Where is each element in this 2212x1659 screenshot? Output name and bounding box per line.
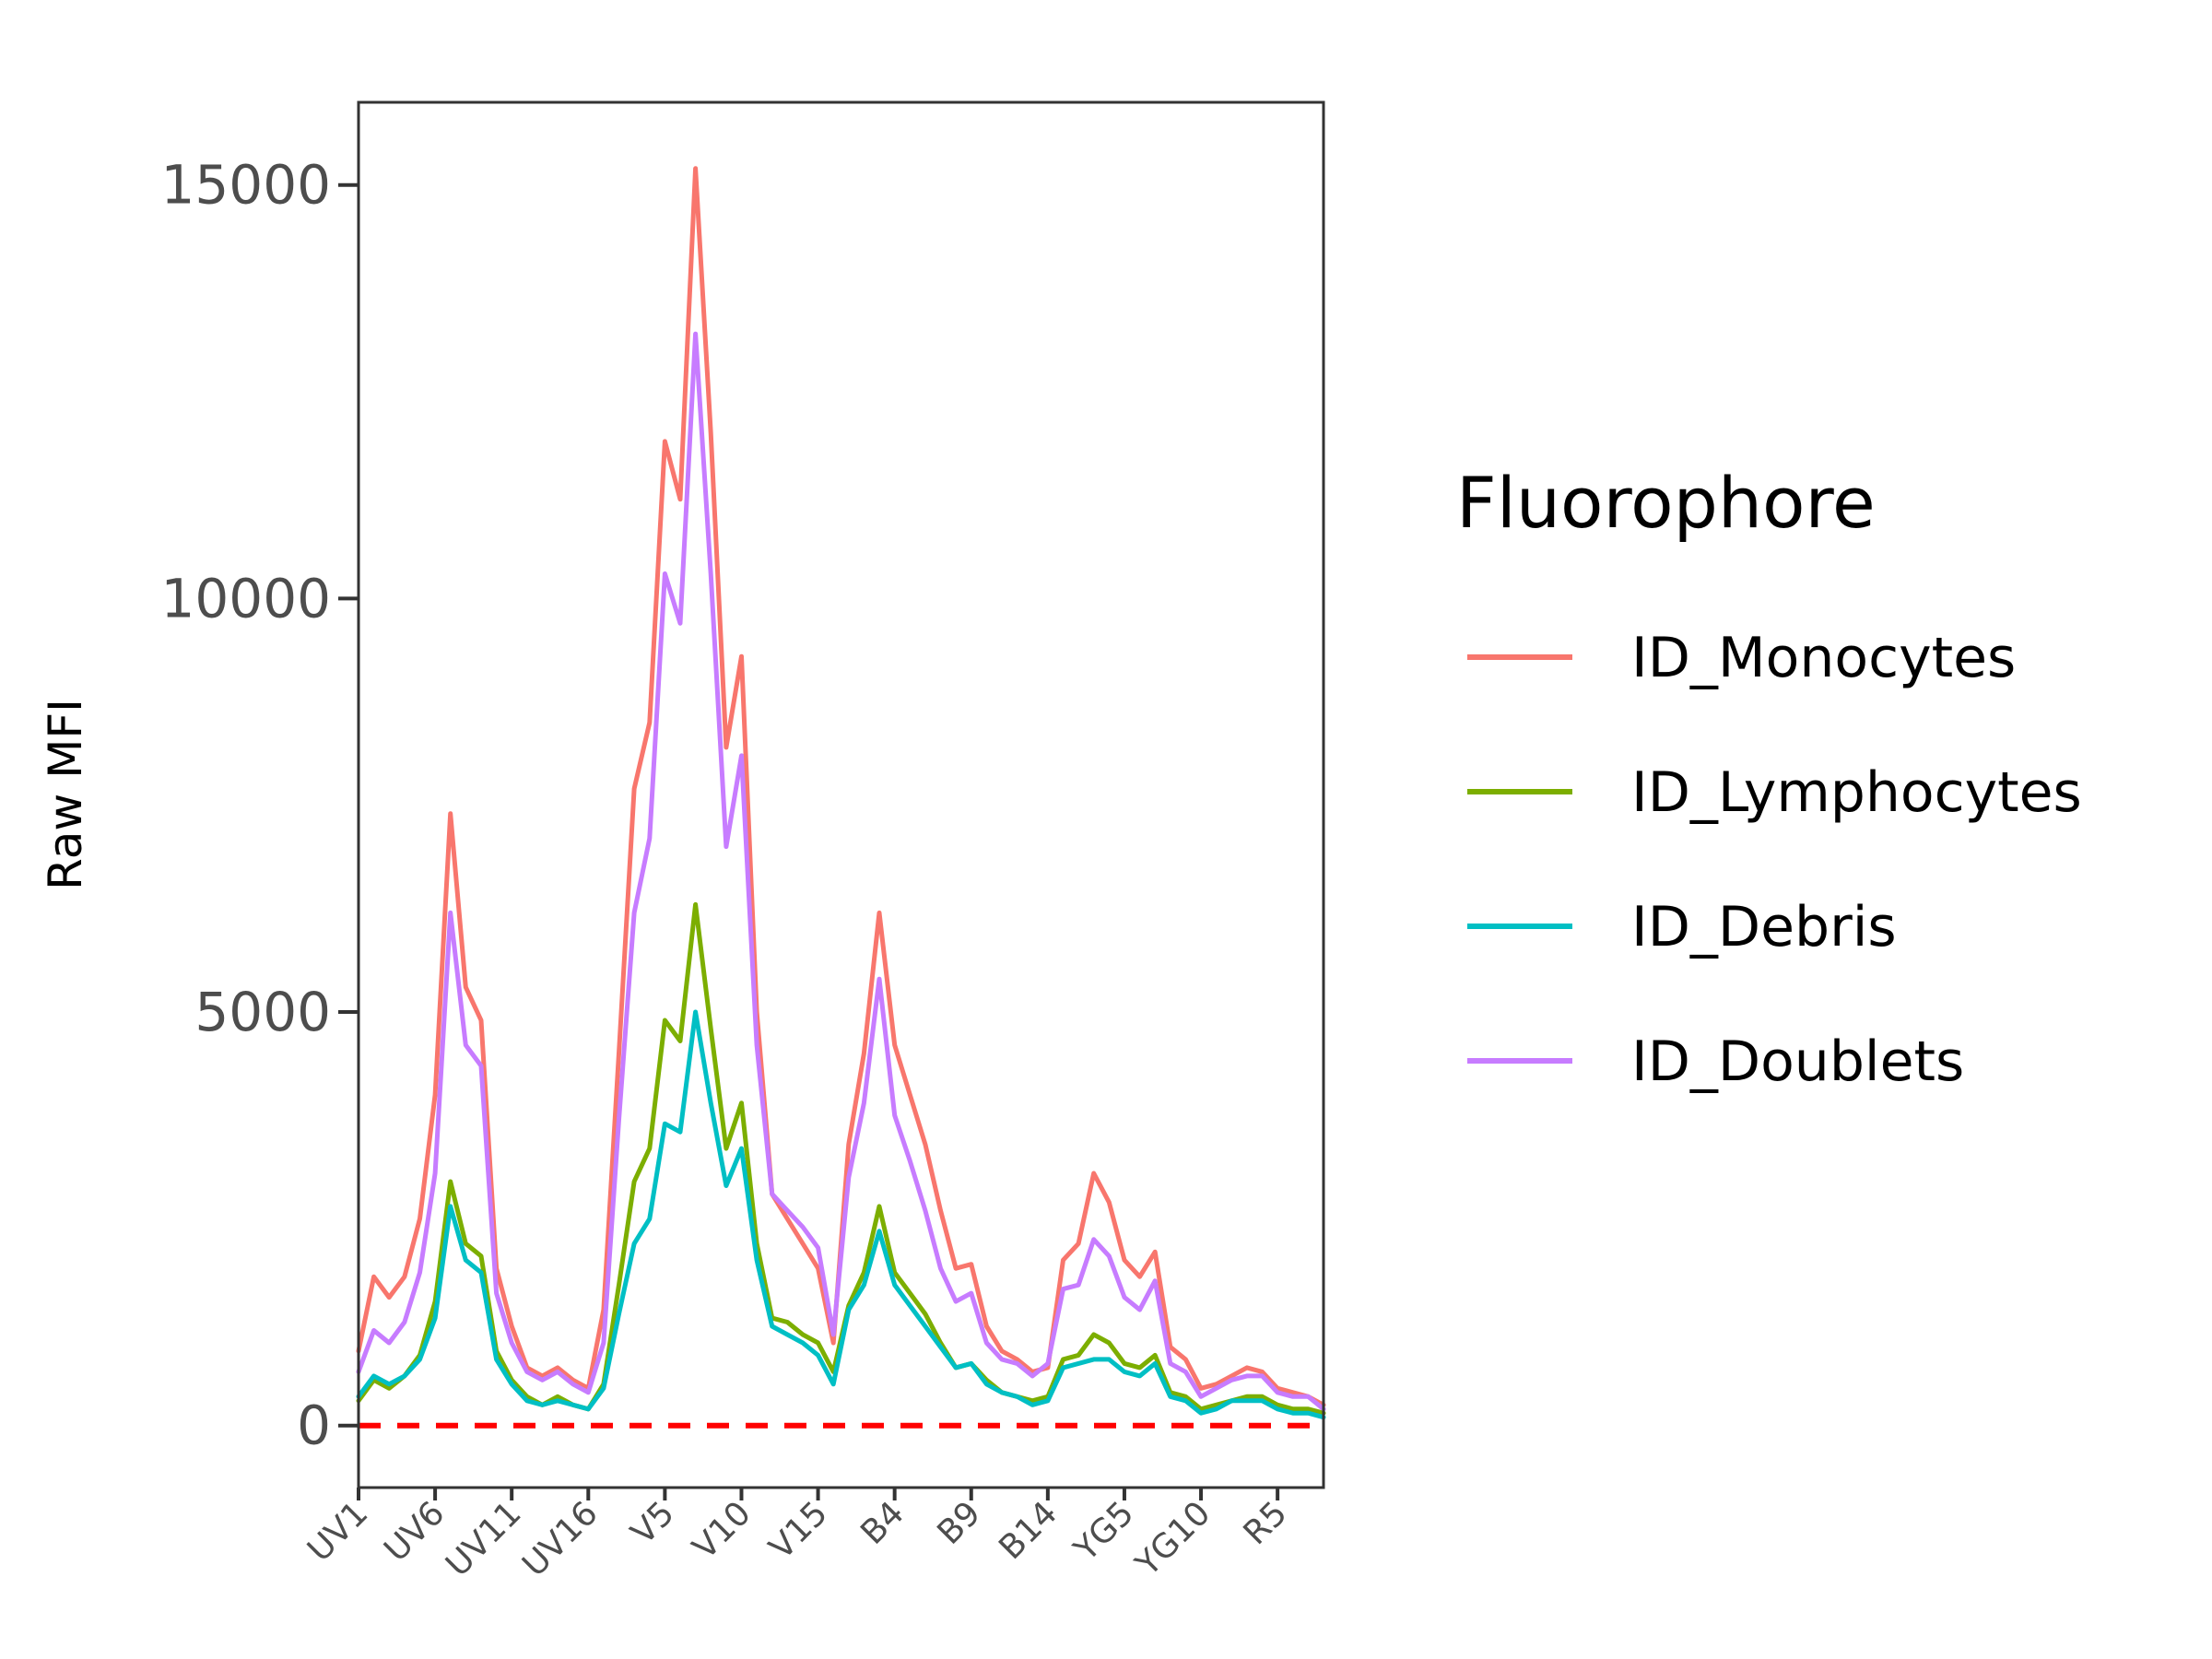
- y-tick-label: 10000: [160, 567, 331, 629]
- y-axis: 0 5000 10000 15000: [160, 154, 359, 1457]
- legend-label: ID_Monocytes: [1631, 626, 2016, 690]
- plot-panel-border: [357, 100, 1325, 1489]
- legend-title: Fluorophore: [1456, 462, 1876, 544]
- legend-label: ID_Debris: [1631, 895, 1897, 959]
- y-tick-label: 5000: [194, 981, 331, 1043]
- series-layer: [356, 166, 1326, 1420]
- series-line-id-doublets: [356, 331, 1326, 1412]
- series-line-id-debris: [356, 1009, 1326, 1420]
- y-axis-title: Raw MFI: [39, 699, 92, 890]
- legend-label: ID_Doublets: [1631, 1030, 1964, 1094]
- y-tick-label: 15000: [160, 154, 331, 217]
- y-tick-label: 0: [297, 1394, 331, 1457]
- legend-label: ID_Lymphocytes: [1631, 760, 2082, 825]
- legend: Fluorophore ID_Monocytes ID_Lymphocytes ID…: [1456, 462, 2082, 1094]
